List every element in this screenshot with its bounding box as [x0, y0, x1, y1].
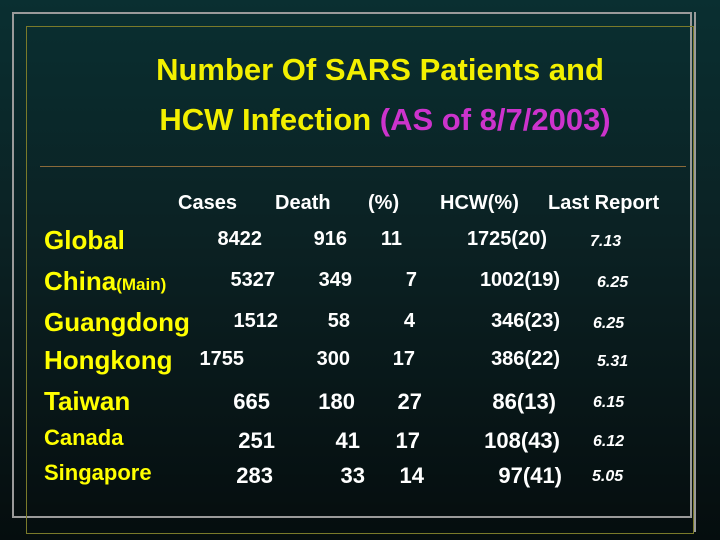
row-label-hongkong: Hongkong [44, 345, 173, 376]
region-name: China [44, 266, 117, 296]
slide-frame-right [694, 12, 696, 532]
cell-last-report: 7.13 [590, 233, 622, 250]
region-name: Taiwan [44, 386, 131, 416]
cell-death: 58 [327, 310, 350, 332]
cell-death: 916 [313, 228, 347, 250]
row-label-global: Global [44, 225, 125, 256]
cell-pct: 17 [395, 428, 420, 453]
row-label-canada: Canada [44, 425, 123, 451]
row-label-china: China(Main) [44, 266, 166, 297]
cell-pct: 17 [392, 348, 415, 370]
cell-pct: 14 [399, 463, 424, 488]
region-name: Singapore [44, 460, 152, 485]
region-name: Global [44, 225, 125, 255]
cell-last-report: 6.15 [593, 394, 625, 411]
slide-title-line1: Number Of SARS Patients and [156, 52, 604, 87]
header-hcw: HCW(%) [440, 192, 519, 214]
cell-hcw: 97(41) [498, 463, 562, 488]
row-label-guangdong: Guangdong [44, 307, 190, 338]
cell-cases: 251 [238, 428, 275, 453]
cell-pct: 7 [405, 269, 417, 291]
cell-cases: 5327 [230, 269, 276, 291]
header-death: Death [275, 192, 331, 214]
cell-cases: 283 [236, 463, 273, 488]
cell-cases: 1755 [199, 348, 245, 370]
cell-cases: 1512 [233, 310, 279, 332]
cell-last-report: 6.25 [593, 315, 625, 332]
cell-hcw: 108(43) [484, 428, 560, 453]
header-pct: (%) [368, 192, 400, 214]
cell-death: 33 [340, 463, 365, 488]
row-label-singapore: Singapore [44, 460, 152, 486]
slide-frame-inner [26, 26, 694, 534]
slide-frame-outer [12, 12, 692, 518]
cell-last-report: 5.05 [592, 468, 624, 485]
cell-death: 41 [335, 428, 360, 453]
cell-cases: 8422 [217, 228, 263, 250]
row-label-taiwan: Taiwan [44, 386, 130, 417]
region-suffix: (Main) [116, 275, 167, 294]
slide-title-date: (AS of 8/7/2003) [379, 102, 611, 137]
cell-death: 180 [318, 389, 355, 414]
header-last-report: Last Report [548, 192, 660, 214]
cell-last-report: 6.25 [597, 274, 629, 291]
cell-pct: 4 [403, 310, 415, 332]
cell-pct: 11 [380, 228, 402, 250]
cell-death: 300 [316, 348, 350, 370]
cell-hcw: 1725(20) [466, 228, 547, 250]
cell-hcw: 386(22) [491, 348, 560, 370]
slide-title-line2: HCW Infection (AS of 8/7/2003) [0, 102, 720, 138]
cell-pct: 27 [397, 389, 422, 414]
slide-title-main: HCW Infection [159, 102, 380, 137]
title-divider [40, 166, 686, 167]
region-name: Hongkong [44, 345, 173, 375]
cell-hcw: 1002(19) [479, 269, 560, 291]
cell-cases: 665 [233, 389, 270, 414]
cell-last-report: 6.12 [593, 433, 625, 450]
cell-hcw: 346(23) [491, 310, 560, 332]
region-name: Canada [44, 425, 124, 450]
region-name: Guangdong [44, 307, 190, 337]
header-cases: Cases [178, 192, 237, 214]
cell-last-report: 5.31 [597, 353, 629, 370]
cell-hcw: 86(13) [492, 389, 556, 414]
cell-death: 349 [318, 269, 352, 291]
